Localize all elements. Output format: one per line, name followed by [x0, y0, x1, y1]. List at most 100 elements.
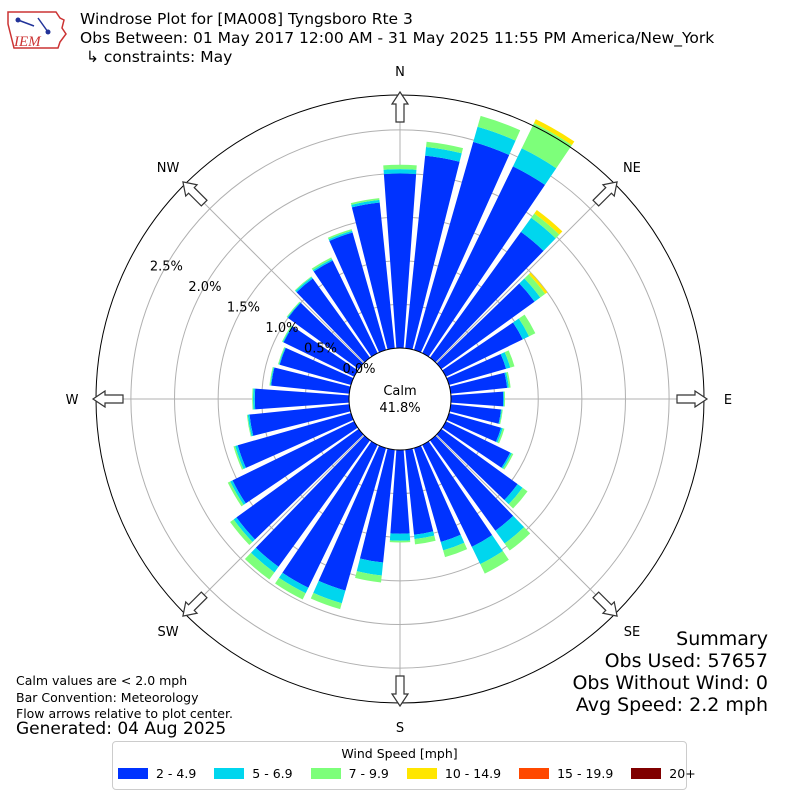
bar-segment: [440, 534, 465, 551]
bar-segment: [533, 119, 575, 146]
bar-segment: [504, 372, 509, 388]
bar-segment: [506, 371, 511, 388]
bar-segment: [236, 428, 364, 540]
legend-item: 5 - 6.9: [214, 766, 293, 781]
bar-segment: [270, 367, 275, 386]
legend-label: 10 - 14.9: [444, 766, 502, 781]
bar-segment: [288, 302, 364, 370]
bar-segment: [230, 519, 253, 545]
bar-segment: [278, 572, 309, 594]
flow-arrow-icon: [676, 389, 709, 409]
legend-swatch: [519, 768, 550, 779]
bar-segment: [247, 414, 254, 437]
bar-segment: [442, 322, 523, 377]
bar-segment: [503, 391, 506, 407]
bar-segment: [311, 257, 332, 271]
bar-segment: [329, 232, 387, 353]
constraints-label: ↳ constraints: May: [86, 48, 233, 66]
flow-arrow-icon: [390, 90, 410, 123]
grid-spoke: [184, 434, 365, 615]
bar-segment: [269, 367, 274, 386]
bar-segment: [520, 217, 556, 251]
bar-segment: [512, 148, 557, 185]
bar-segment: [275, 577, 306, 600]
bar-segment: [413, 141, 510, 353]
bar-segment: [281, 325, 293, 343]
bar-segment: [495, 515, 525, 544]
flow-arrow-icon: [390, 675, 410, 708]
flow-arrow-icon: [91, 389, 124, 409]
bar-segment: [282, 441, 378, 588]
bar-segment: [351, 202, 395, 350]
flow-arrow-icon: [182, 181, 208, 207]
calm-label: Calm: [383, 384, 416, 399]
bar-segment: [277, 347, 285, 365]
bar-segment: [278, 347, 286, 365]
bar-segment: [351, 199, 380, 208]
bar-segment: [254, 388, 350, 410]
bar-segment: [495, 427, 503, 443]
bar-segment: [414, 531, 435, 540]
bar-segment: [356, 558, 384, 576]
bar-segment: [504, 527, 531, 551]
bar-segment: [253, 388, 256, 410]
bar-segment: [287, 302, 301, 318]
bar-segment: [504, 350, 515, 368]
radial-tick-label: 2.0%: [188, 280, 221, 295]
direction-label: NE: [623, 161, 641, 176]
legend-item: 20+: [631, 766, 696, 781]
legend-label: 15 - 19.9: [557, 766, 614, 781]
bar-segment: [502, 453, 514, 470]
flow-arrow-icon: [182, 591, 208, 617]
bar-segment: [233, 517, 255, 542]
bar-segment: [313, 260, 378, 357]
bar-segment: [327, 229, 353, 240]
bar-segment: [446, 353, 507, 386]
bar-segment: [413, 445, 461, 543]
legend: Wind Speed [mph] 2 - 4.9 5 - 6.9 7 - 9.9…: [112, 741, 696, 790]
calm-note: Calm values are < 2.0 mph: [16, 673, 188, 688]
bar-segment: [355, 571, 382, 583]
bar-segment: [383, 164, 417, 170]
bar-segment: [279, 347, 354, 386]
bar-segment: [500, 352, 511, 369]
bar-segment: [318, 445, 387, 591]
flow-arrow-icon: [592, 181, 618, 207]
bar-segment: [246, 414, 252, 437]
bar-segment: [294, 276, 312, 291]
legend-swatch: [118, 768, 148, 779]
bar-segment: [531, 213, 560, 239]
direction-label: S: [396, 721, 404, 736]
legend-swatch: [214, 768, 245, 779]
logo-text: IEM: [13, 34, 42, 50]
bar-segment: [235, 445, 246, 469]
bar-segment: [232, 421, 358, 504]
bar-segment: [436, 428, 518, 501]
bar-segment: [310, 592, 342, 610]
bar-segment: [390, 449, 410, 534]
bar-segment: [255, 435, 371, 567]
bar-segment: [296, 278, 371, 363]
bar-segment: [534, 209, 563, 235]
chart-subtitle: Obs Between: 01 May 2017 12:00 AM - 31 M…: [80, 29, 715, 47]
bar-segment: [414, 535, 436, 545]
grid-spoke: [435, 183, 616, 364]
bar-convention-note: Bar Convention: Meteorology: [16, 690, 199, 705]
bar-segment: [389, 540, 411, 543]
bar-segment: [383, 169, 417, 175]
bar-segment: [283, 326, 358, 377]
bar-segment: [429, 435, 514, 531]
bar-segment: [250, 547, 279, 573]
bar-segment: [503, 391, 505, 407]
legend-items: 2 - 4.9 5 - 6.9 7 - 9.9 10 - 14.9 15 - 1…: [118, 766, 714, 781]
bar-segment: [405, 155, 460, 350]
bar-segment: [446, 412, 502, 442]
legend-label: 5 - 6.9: [252, 766, 293, 781]
bar-segment: [282, 325, 293, 343]
bar-segment: [524, 274, 546, 298]
bar-segment: [295, 277, 313, 293]
bar-segment: [359, 448, 395, 563]
summary-obs-used: Obs Used: 57657: [604, 650, 768, 672]
radial-tick-label: 0.5%: [304, 342, 337, 357]
legend-title: Wind Speed [mph]: [341, 746, 458, 761]
